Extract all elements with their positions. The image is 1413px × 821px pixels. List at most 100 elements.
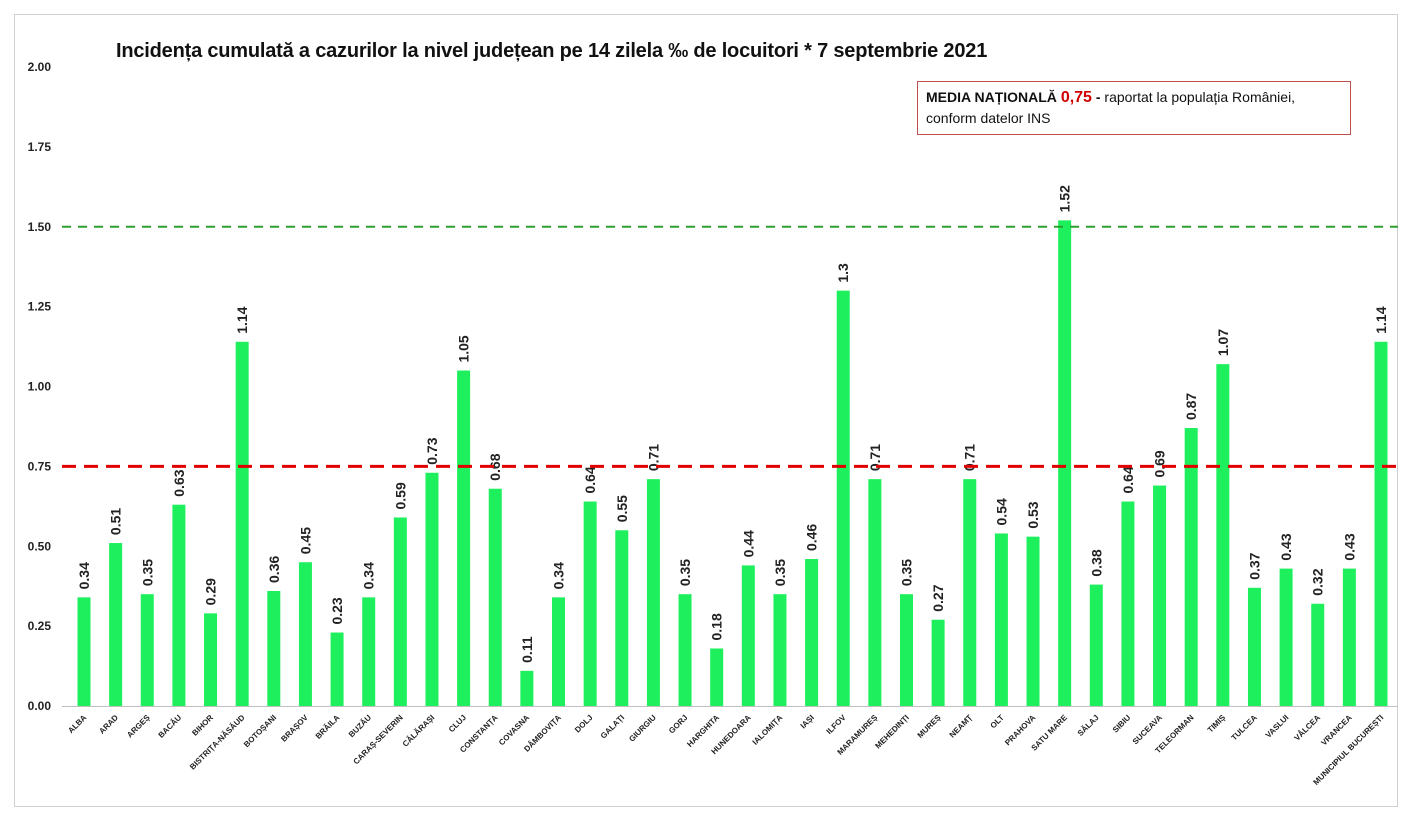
data-label: 0.59	[392, 482, 408, 509]
bar	[1311, 603, 1325, 706]
x-tick-label: IAȘI	[799, 713, 816, 730]
data-label: 0.29	[203, 578, 219, 605]
bar	[298, 562, 312, 706]
bar	[330, 632, 344, 706]
national-average-note: MEDIA NAȚIONALĂ 0,75 - raportat la popul…	[917, 81, 1351, 135]
x-tick-label: GIURGIU	[627, 713, 658, 744]
x-tick-label: BOTOȘANI	[242, 713, 278, 749]
data-label: 0.87	[1183, 393, 1199, 420]
y-tick-label: 0.25	[28, 619, 52, 633]
bar	[552, 597, 566, 706]
bar	[362, 597, 376, 706]
bar	[520, 670, 534, 706]
data-label: 0.35	[139, 559, 155, 586]
data-label: 0.32	[1310, 568, 1326, 595]
x-tick-label: BACĂU	[157, 713, 184, 740]
bar	[1279, 568, 1293, 706]
y-tick-label: 0.75	[28, 459, 52, 473]
data-label: 0.38	[1088, 549, 1104, 576]
bar	[488, 488, 502, 706]
x-tick-label: CĂLĂRAȘI	[401, 713, 437, 749]
note-text: raportat la populația României, conform …	[926, 89, 1296, 126]
x-tick-label: BUZĂU	[347, 713, 373, 739]
x-tick-label: OLT	[989, 713, 1006, 730]
data-label: 0.71	[645, 444, 661, 471]
bar	[1184, 428, 1198, 706]
bar	[963, 479, 977, 706]
bar	[140, 594, 154, 706]
bar	[931, 619, 945, 706]
data-label: 0.64	[1120, 466, 1136, 493]
data-label: 0.35	[772, 559, 788, 586]
bar	[267, 590, 281, 706]
bar	[1089, 584, 1103, 706]
y-tick-label: 0.50	[28, 539, 52, 553]
bar	[1121, 501, 1135, 706]
bar	[805, 559, 819, 706]
bar	[1247, 587, 1261, 706]
chart-frame	[14, 14, 1398, 807]
bar	[994, 533, 1008, 706]
data-label: 1.14	[234, 306, 250, 333]
x-tick-label: GORJ	[667, 713, 689, 735]
data-label: 0.71	[867, 444, 883, 471]
data-label: 0.53	[1025, 501, 1041, 528]
data-label: 0.73	[424, 437, 440, 464]
data-label: 0.54	[993, 498, 1009, 525]
note-lead: MEDIA NAȚIONALĂ	[926, 89, 1057, 105]
data-label: 1.07	[1215, 329, 1231, 356]
data-label: 0.18	[709, 613, 725, 640]
bar	[615, 530, 629, 706]
bar	[393, 517, 407, 706]
x-tick-label: MEHEDINȚI	[873, 713, 910, 750]
x-tick-label: TIMIȘ	[1206, 713, 1228, 735]
x-tick-label: BRĂILA	[314, 713, 342, 741]
x-tick-label: ARGEȘ	[125, 713, 152, 740]
data-label: 1.3	[835, 263, 851, 283]
bar	[109, 543, 123, 706]
bar	[235, 341, 249, 706]
bar	[678, 594, 692, 706]
x-tick-label: ALBA	[66, 713, 88, 735]
x-tick-label: TULCEA	[1230, 713, 1259, 742]
bar	[172, 504, 186, 706]
note-value: 0,75	[1060, 89, 1092, 106]
data-label: 0.35	[677, 559, 693, 586]
data-label: 0.44	[740, 530, 756, 557]
bar	[741, 565, 755, 706]
y-tick-label: 2.00	[28, 60, 52, 74]
bar	[77, 597, 91, 706]
data-label: 0.35	[898, 559, 914, 586]
data-label: 0.51	[108, 508, 124, 535]
x-tick-label: MUREȘ	[916, 713, 943, 740]
bar	[646, 479, 660, 706]
x-tick-label: VASLUI	[1264, 713, 1291, 740]
data-label: 0.36	[266, 556, 282, 583]
data-label: 0.27	[930, 584, 946, 611]
bar	[457, 370, 471, 706]
x-tick-label: BISTRIȚA-NĂSĂUD	[188, 713, 247, 772]
x-tick-label: SĂLAJ	[1076, 713, 1101, 738]
data-label: 0.11	[519, 636, 535, 663]
y-tick-label: 0.00	[28, 699, 52, 713]
x-tick-label: ARAD	[97, 713, 120, 736]
data-label: 0.68	[487, 453, 503, 480]
data-label: 0.43	[1278, 533, 1294, 560]
bar	[204, 613, 218, 706]
x-tick-label: IALOMIȚA	[751, 713, 785, 747]
bar	[1153, 485, 1167, 706]
data-label: 1.05	[456, 335, 472, 362]
note-dash: -	[1095, 89, 1101, 105]
chart-title: Incidența cumulată a cazurilor la nivel …	[116, 40, 988, 62]
x-tick-label: CLUJ	[447, 713, 468, 734]
bar	[836, 290, 850, 706]
data-label: 0.34	[361, 562, 377, 589]
data-label: 0.23	[329, 597, 345, 624]
data-label: 0.34	[551, 562, 567, 589]
bar	[868, 479, 882, 706]
data-label: 0.46	[804, 524, 820, 551]
data-label: 0.43	[1341, 533, 1357, 560]
x-tick-label: SIBIU	[1111, 713, 1133, 735]
bar	[425, 472, 439, 706]
